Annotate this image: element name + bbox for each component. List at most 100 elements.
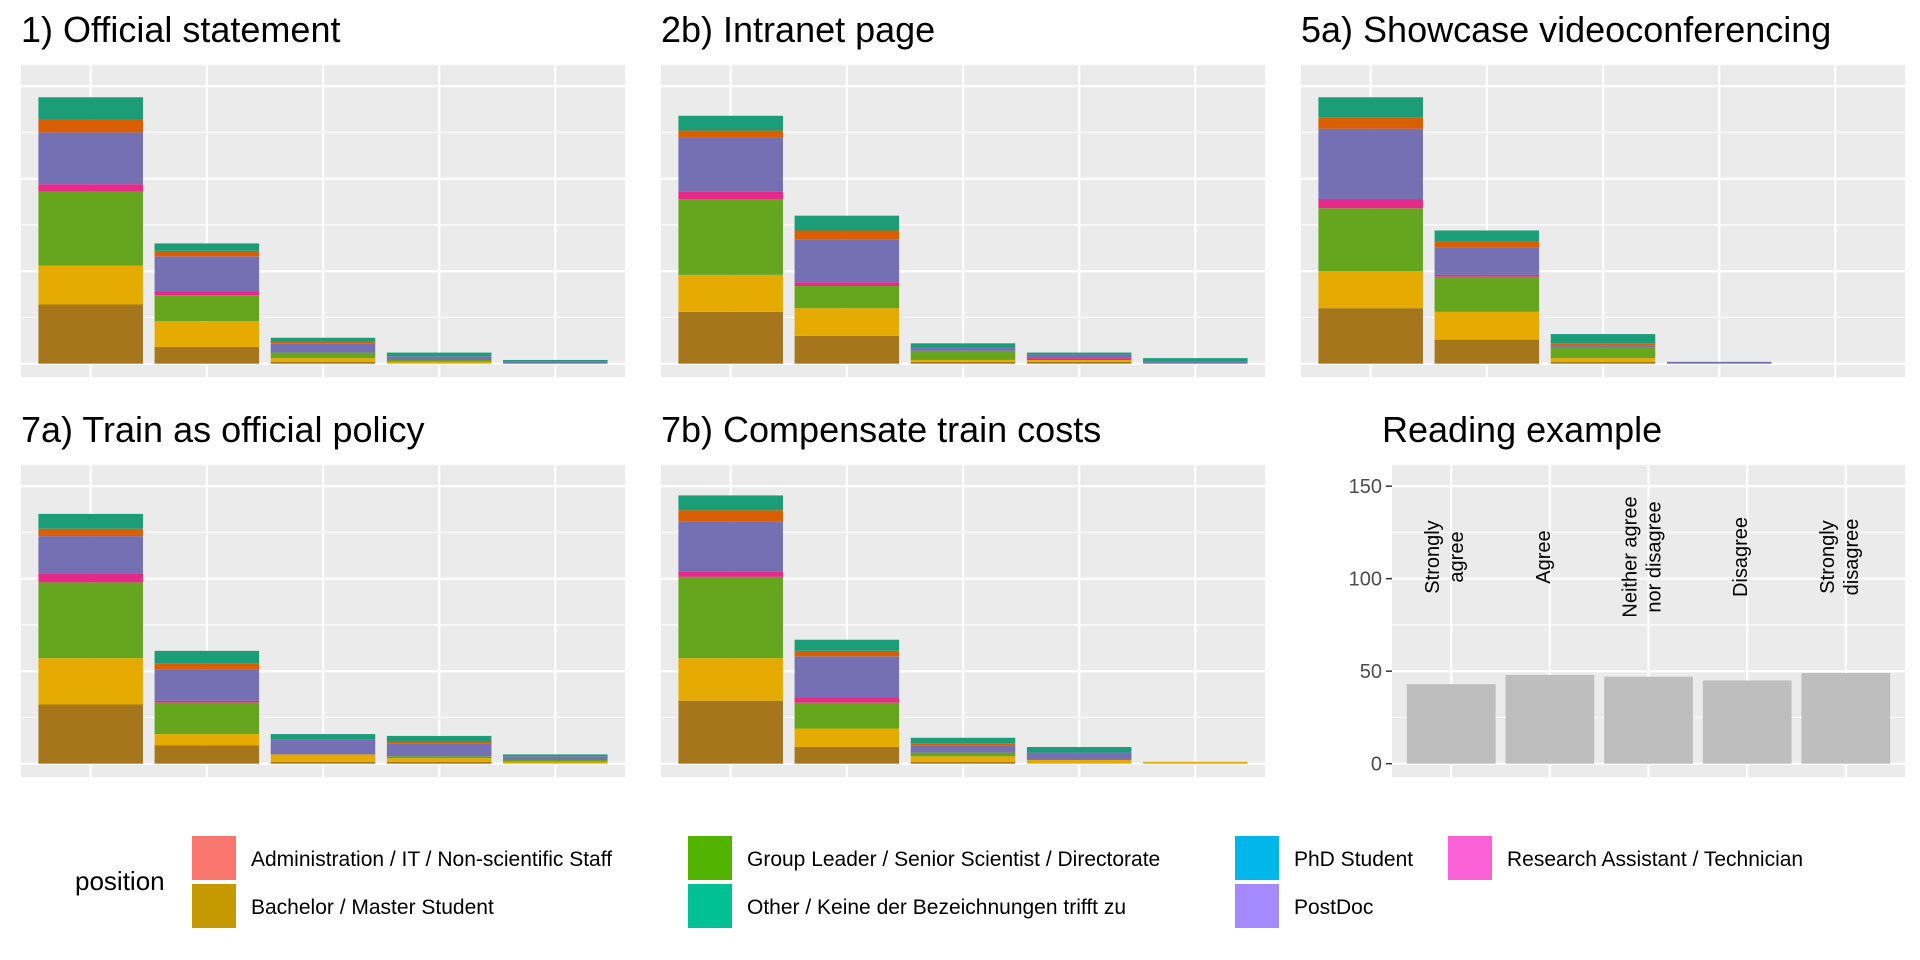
bar-segment-group-leader-senior-scientist-directorate — [386, 756, 492, 759]
bar-segment-postdoc — [1666, 361, 1772, 364]
legend-swatch — [688, 884, 732, 928]
y-tick-label: 0 — [1371, 754, 1382, 776]
bar-segment-other-keine-der-bezeichnungen-trifft-zu — [1026, 352, 1132, 355]
bar-segment-postdoc — [503, 756, 608, 760]
category-label-line: Disagree — [1730, 517, 1752, 597]
bar-segment-other-keine-der-bezeichnungen-trifft-zu — [38, 97, 143, 120]
legend-swatch — [1448, 836, 1492, 880]
bar-segment-postdoc — [154, 256, 260, 292]
category-label-line: nor disagree — [1644, 501, 1666, 612]
bar-segment-other-keine-der-bezeichnungen-trifft-zu — [1434, 230, 1540, 242]
bar-segment-postdoc — [1550, 345, 1656, 348]
bar-segment-administration-it-non-scientific-staff — [678, 510, 783, 522]
bar-segment-bachelor-master-student — [910, 361, 1016, 364]
bar-segment-administration-it-non-scientific-staff — [386, 741, 492, 744]
bar-segment-administration-it-non-scientific-staff — [38, 119, 143, 133]
bar-segment-other-keine-der-bezeichnungen-trifft-zu — [794, 639, 900, 651]
bar-segment-research-assistant-technician — [154, 700, 260, 703]
bar-segment-other-keine-der-bezeichnungen-trifft-zu — [154, 650, 260, 664]
category-label: Strongly agree — [1422, 520, 1468, 593]
category-label-line: Strongly — [1817, 520, 1839, 593]
bar-segment-postdoc — [910, 347, 1016, 351]
bar-segment-phd-student — [1550, 358, 1656, 362]
bar-segment-group-leader-senior-scientist-directorate — [794, 702, 900, 729]
bar-segment-postdoc — [503, 361, 608, 364]
bar-segment-research-assistant-technician — [1318, 199, 1423, 209]
bar-segment-bachelor-master-student — [1318, 308, 1423, 364]
legend-item-phd-student: PhD Student — [1235, 836, 1413, 880]
bar-segment-other-keine-der-bezeichnungen-trifft-zu — [1026, 747, 1132, 753]
bar-segment-bachelor-master-student — [386, 761, 492, 764]
legend: position Administration / IT / Non-scien… — [75, 836, 1803, 928]
bar-segment-research-assistant-technician — [38, 184, 143, 192]
bar-segment-bachelor-master-student — [154, 347, 260, 364]
bar-segment-phd-student — [910, 359, 1016, 362]
bar-segment-administration-it-non-scientific-staff — [678, 130, 783, 138]
bar-segment-phd-student — [503, 761, 608, 764]
bar-segment-phd-student — [154, 321, 260, 348]
bar-segment-bachelor-master-student — [910, 761, 1016, 764]
bar-segment-postdoc — [38, 536, 143, 574]
panel-title: Reading example — [1382, 409, 1662, 450]
panels-layer: 1) Official statement 2b) Intranet page 5a… — [21, 9, 1905, 777]
bar-segment-group-leader-senior-scientist-directorate — [270, 352, 376, 359]
bar-segment-postdoc — [794, 239, 900, 283]
legend-label: Administration / IT / Non-scientific Sta… — [251, 848, 612, 871]
legend-label: Research Assistant / Technician — [1507, 848, 1803, 871]
chart-panel-1-official-statement: 1) Official statement — [21, 9, 625, 377]
bar-segment-group-leader-senior-scientist-directorate — [38, 191, 143, 266]
legend-label: Bachelor / Master Student — [251, 896, 494, 919]
bar-segment-postdoc — [794, 656, 900, 698]
bar-segment-other-keine-der-bezeichnungen-trifft-zu — [678, 115, 783, 131]
bar-segment-research-assistant-technician — [794, 697, 900, 703]
legend-swatch — [192, 884, 236, 928]
bar-segment-other-keine-der-bezeichnungen-trifft-zu — [910, 343, 1016, 348]
bar-segment-bachelor-master-student — [154, 745, 260, 764]
category-label: Strongly disagree — [1817, 519, 1863, 596]
bar-segment-phd-student — [794, 308, 900, 336]
chart-panel-5a-showcase-videoconferencing: 5a) Showcase videoconferencing — [1301, 9, 1905, 377]
bar-segment-phd-student — [270, 754, 376, 762]
bar-segment-other-keine-der-bezeichnungen-trifft-zu — [154, 243, 260, 251]
bar-segment-phd-student — [386, 361, 492, 364]
bar-segment-research-assistant-technician — [678, 571, 783, 577]
bar-segment-administration-it-non-scientific-staff — [910, 743, 1016, 746]
bar-segment-phd-student — [386, 758, 492, 762]
legend-item-research-assistant-technician: Research Assistant / Technician — [1448, 836, 1803, 880]
bar-segment-administration-it-non-scientific-staff — [1318, 117, 1423, 129]
panel-title: 5a) Showcase videoconferencing — [1301, 9, 1831, 50]
legend-item-other-keine-der-bezeichnungen-trifft-zu: Other / Keine der Bezeichnungen trifft z… — [688, 884, 1126, 928]
bar-segment-other-keine-der-bezeichnungen-trifft-zu — [38, 513, 143, 529]
bar-segment-group-leader-senior-scientist-directorate — [1318, 208, 1423, 272]
bar-segment-research-assistant-technician — [38, 573, 143, 583]
bar-segment-group-leader-senior-scientist-directorate — [1550, 347, 1656, 359]
category-label-line: disagree — [1841, 519, 1863, 596]
bar-segment-phd-student — [38, 658, 143, 705]
bar-segment-phd-student — [38, 265, 143, 305]
category-label-line: agree — [1446, 531, 1468, 582]
bar-neither-agree-nor-disagree — [1604, 676, 1693, 764]
bar-segment-other-keine-der-bezeichnungen-trifft-zu — [503, 359, 608, 362]
legend-swatch — [1235, 884, 1279, 928]
bar-segment-bachelor-master-student — [678, 311, 783, 364]
category-label: Agree — [1533, 530, 1555, 583]
bar-segment-phd-student — [270, 358, 376, 362]
legend-item-postdoc: PostDoc — [1235, 884, 1373, 928]
category-label-line: Neither agree — [1620, 496, 1642, 617]
bar-segment-postdoc — [1026, 752, 1132, 760]
bar-segment-other-keine-der-bezeichnungen-trifft-zu — [1143, 358, 1248, 362]
panel-title: 7b) Compensate train costs — [661, 409, 1101, 450]
bar-segment-postdoc — [386, 743, 492, 757]
legend-item-bachelor-master-student: Bachelor / Master Student — [192, 884, 494, 928]
bar-segment-phd-student — [154, 734, 260, 746]
legend-label: PhD Student — [1294, 848, 1413, 871]
bar-segment-bachelor-master-student — [1550, 361, 1656, 364]
bar-segment-group-leader-senior-scientist-directorate — [678, 199, 783, 275]
bar-segment-administration-it-non-scientific-staff — [154, 663, 260, 670]
bar-segment-research-assistant-technician — [154, 291, 260, 296]
bar-segment-postdoc — [270, 343, 376, 353]
bar-segment-bachelor-master-student — [794, 335, 900, 364]
bar-segment-group-leader-senior-scientist-directorate — [1434, 276, 1540, 312]
bar-segment-bachelor-master-student — [38, 304, 143, 364]
legend-swatch — [1235, 836, 1279, 880]
